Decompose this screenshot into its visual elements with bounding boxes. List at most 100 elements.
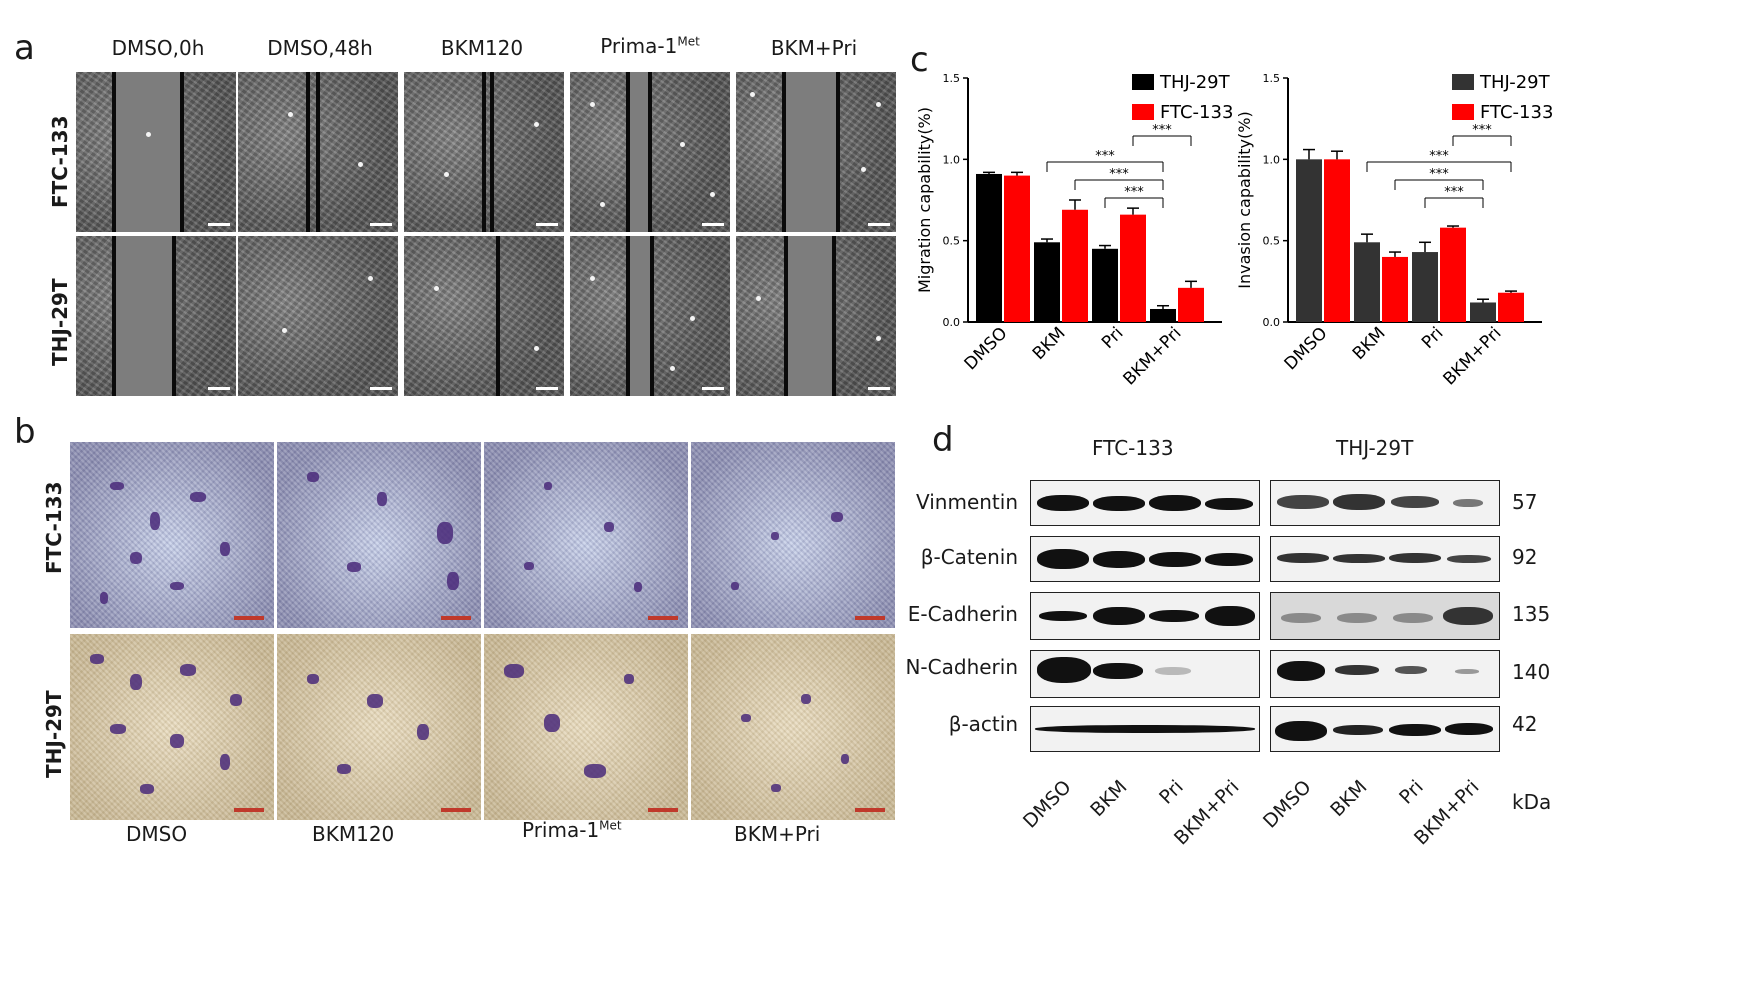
bar: [1062, 209, 1088, 322]
scratch-image-thj29t-dmso-0h: [76, 236, 236, 396]
scratch-image-ftc133-bkm-pri: [736, 72, 896, 232]
blot-thj29t-e-cadherin: [1270, 592, 1500, 640]
blot-ftc133-vimentin: [1030, 480, 1260, 526]
x-tick-label: DMSO: [1281, 323, 1332, 374]
x-tick-label: DMSO: [961, 323, 1012, 374]
y-axis-label: Migration capability(%): [915, 107, 934, 293]
x-tick-label: BKM+Pri: [1119, 323, 1185, 389]
legend-swatch: [1132, 74, 1154, 90]
kda-e-cadherin: 135: [1512, 602, 1551, 626]
kda-beta-actin: 42: [1512, 712, 1538, 736]
y-tick-label: 0.0: [1263, 316, 1281, 329]
invasion-chart: 0.0 0.5 1.0 1.5 Invasion capability(%) DMSO BK…: [1235, 72, 1553, 389]
scratch-image-ftc133-prima: [570, 72, 730, 232]
sig-label: ***: [1444, 185, 1464, 200]
bar: [1498, 292, 1524, 322]
sig-label: ***: [1124, 185, 1144, 200]
x-tick-label: BKM: [1349, 323, 1390, 364]
wb-header-ftc133: FTC-133: [1092, 436, 1174, 460]
panel-a-letter: a: [14, 28, 35, 68]
x-tick-label: Pri: [1418, 323, 1447, 352]
bar: [1034, 242, 1060, 322]
wb-lane-1: DMSO: [1018, 776, 1076, 833]
panel-a-row-thj29t: THJ-29T: [48, 278, 72, 366]
y-tick-label: 1.0: [1263, 153, 1281, 166]
bar: [1382, 256, 1408, 322]
wb-lane-3: Pri: [1154, 776, 1188, 809]
panel-b-letter: b: [14, 412, 36, 452]
bar: [1470, 302, 1496, 322]
panel-b-col-dmso: DMSO: [126, 822, 188, 846]
migration-chart: 0.0 0.5 1.0 1.5 Migration capability(%) DMSO B…: [915, 72, 1233, 389]
legend-swatch: [1452, 104, 1474, 120]
wb-label-vimentin: Vinmentin: [915, 490, 1018, 514]
y-tick-label: 1.5: [1263, 72, 1281, 85]
wb-label-n-cadherin: N-Cadherin: [905, 655, 1018, 679]
wb-label-beta-catenin: β-Catenin: [920, 545, 1018, 569]
sig-label: ***: [1109, 167, 1129, 182]
wb-lane-7: Pri: [1394, 776, 1428, 809]
prima-label-text: Prima-1: [600, 34, 678, 58]
panel-b-row-thj29t: THJ-29T: [42, 690, 66, 778]
sig-label: ***: [1152, 123, 1172, 138]
panel-a-col-prima: Prima-1Met: [570, 34, 730, 58]
blot-thj29t-beta-actin: [1270, 706, 1500, 752]
scratch-image-ftc133-bkm120: [404, 72, 564, 232]
bar: [1004, 175, 1030, 322]
bar: [1440, 227, 1466, 322]
legend-label: THJ-29T: [1479, 72, 1551, 93]
legend-swatch: [1132, 104, 1154, 120]
x-tick-label: BKM: [1029, 323, 1070, 364]
wb-header-thj29t: THJ-29T: [1336, 436, 1414, 460]
sig-label: ***: [1429, 167, 1449, 182]
scratch-image-thj29t-bkm-pri: [736, 236, 896, 396]
prima-b-superscript: Met: [599, 818, 622, 833]
panel-b-col-prima: Prima-1Met: [522, 818, 622, 842]
bar: [1354, 242, 1380, 322]
transwell-image-ftc133-dmso: [70, 442, 274, 628]
scratch-image-ftc133-dmso-0h: [76, 72, 236, 232]
sig-label: ***: [1472, 123, 1492, 138]
bar: [976, 173, 1002, 322]
y-tick-label: 0.0: [943, 316, 961, 329]
blot-ftc133-n-cadherin: [1030, 650, 1260, 698]
legend-label: THJ-29T: [1159, 72, 1231, 93]
bar: [1150, 308, 1176, 322]
blot-ftc133-beta-catenin: [1030, 536, 1260, 582]
panel-a-col-bkm120: BKM120: [440, 36, 524, 60]
panel-d-letter: d: [932, 420, 954, 460]
wb-label-beta-actin: β-actin: [948, 712, 1018, 736]
wb-lane-2: BKM: [1086, 776, 1132, 822]
scratch-image-thj29t-prima: [570, 236, 730, 396]
scratch-image-ftc133-dmso-48h: [238, 72, 398, 232]
transwell-image-thj29t-bkm-pri: [691, 634, 895, 820]
kda-unit-label: kDa: [1512, 790, 1552, 814]
scratch-image-thj29t-dmso-48h: [238, 236, 398, 396]
wb-label-e-cadherin: E-Cadherin: [907, 602, 1018, 626]
transwell-image-thj29t-prima: [484, 634, 688, 820]
bar: [1120, 214, 1146, 322]
y-tick-label: 1.5: [943, 72, 961, 85]
y-axis-label: Invasion capability(%): [1235, 111, 1254, 288]
legend-label: FTC-133: [1480, 102, 1553, 123]
transwell-image-ftc133-bkm-pri: [691, 442, 895, 628]
panel-a-col-dmso-48h: DMSO,48h: [267, 36, 373, 60]
panel-a-row-ftc133: FTC-133: [48, 115, 72, 209]
blot-ftc133-e-cadherin: [1030, 592, 1260, 640]
x-tick-label: BKM+Pri: [1439, 323, 1505, 389]
bar: [1412, 252, 1438, 322]
panel-a-col-bkm-pri: BKM+Pri: [770, 36, 858, 60]
panel-b-col-bkm-pri: BKM+Pri: [734, 822, 821, 846]
sig-label: ***: [1095, 149, 1115, 164]
panel-b-col-bkm120: BKM120: [312, 822, 395, 846]
blot-ftc133-beta-actin: [1030, 706, 1260, 752]
prima-superscript: Met: [677, 34, 700, 49]
scratch-image-thj29t-bkm120: [404, 236, 564, 396]
bar: [1324, 159, 1350, 322]
blot-thj29t-vimentin: [1270, 480, 1500, 526]
legend-label: FTC-133: [1160, 102, 1233, 123]
blot-thj29t-beta-catenin: [1270, 536, 1500, 582]
panel-a-col-dmso-0h: DMSO,0h: [111, 36, 205, 60]
prima-b-label-text: Prima-1: [522, 818, 600, 842]
panel-c-letter: c: [910, 40, 929, 80]
